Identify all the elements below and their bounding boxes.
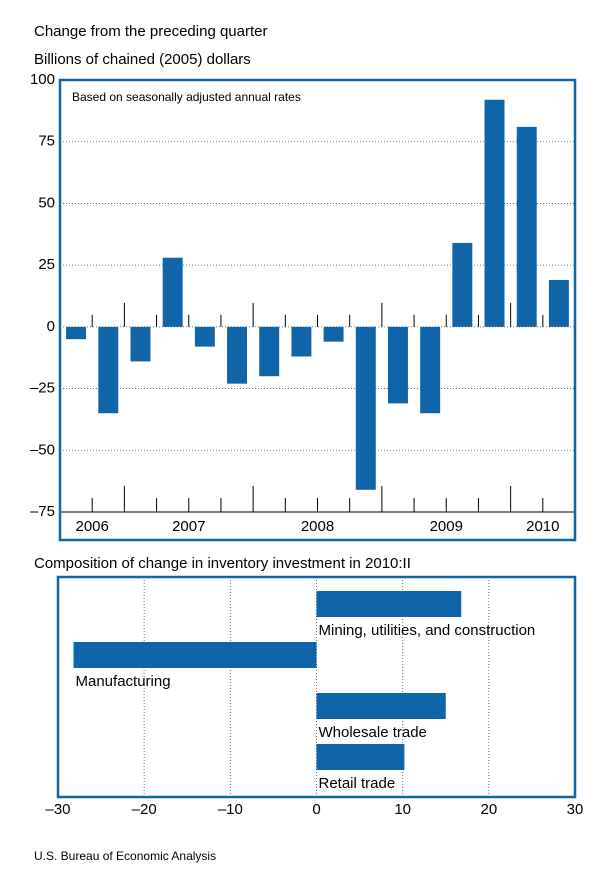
annotation: Based on seasonally adjusted annual rate…	[72, 90, 301, 104]
y-tick-label: –75	[30, 503, 55, 520]
frame	[58, 78, 577, 542]
bar	[316, 693, 446, 719]
bar	[316, 744, 405, 770]
y-tick-label: 50	[38, 194, 55, 211]
bar	[130, 326, 151, 362]
bar	[452, 242, 473, 327]
category-label: Mining, utilities, and construction	[319, 622, 536, 639]
bar	[291, 326, 312, 357]
x-tick-label: 30	[567, 801, 584, 818]
y-tick-label: 100	[30, 71, 55, 88]
category-label: Manufacturing	[76, 673, 171, 690]
bar	[162, 257, 183, 327]
y-tick-label: 25	[38, 256, 55, 273]
bar	[98, 326, 119, 414]
y-tick-label: 75	[38, 133, 55, 150]
bar	[355, 326, 376, 490]
x-tick-label: 10	[394, 801, 411, 818]
bar	[227, 326, 248, 384]
source: U.S. Bureau of Economic Analysis	[34, 849, 216, 863]
x-tick-label: 2009	[430, 518, 463, 535]
y-tick-label: 0	[47, 318, 55, 335]
x-tick-label: –20	[132, 801, 157, 818]
bar	[323, 326, 344, 342]
chart-subtitle: Billions of chained (2005) dollars	[34, 51, 251, 68]
category-label: Retail trade	[319, 775, 396, 792]
x-tick-label: –10	[218, 801, 243, 818]
bar	[387, 326, 408, 404]
x-tick-label: 20	[480, 801, 497, 818]
x-tick-label: 2008	[301, 518, 334, 535]
bar	[548, 279, 569, 327]
bar	[73, 642, 317, 668]
bar	[484, 99, 505, 327]
bar	[66, 326, 87, 340]
x-tick-label: –30	[45, 801, 70, 818]
bar	[420, 326, 441, 414]
frame	[56, 575, 577, 799]
category-label: Wholesale trade	[319, 724, 427, 741]
x-tick-label: 2007	[172, 518, 205, 535]
bar	[259, 326, 280, 377]
bar	[194, 326, 215, 347]
bar	[516, 126, 537, 327]
y-tick-label: –50	[30, 441, 55, 458]
x-tick-label: 0	[312, 801, 320, 818]
x-tick-label: 2006	[76, 518, 109, 535]
chart-title: Change from the preceding quarter	[34, 23, 267, 40]
bar	[316, 591, 462, 617]
x-tick-label: 2010	[526, 518, 559, 535]
chart-title: Composition of change in inventory inves…	[34, 555, 411, 572]
y-tick-label: –25	[30, 380, 55, 397]
